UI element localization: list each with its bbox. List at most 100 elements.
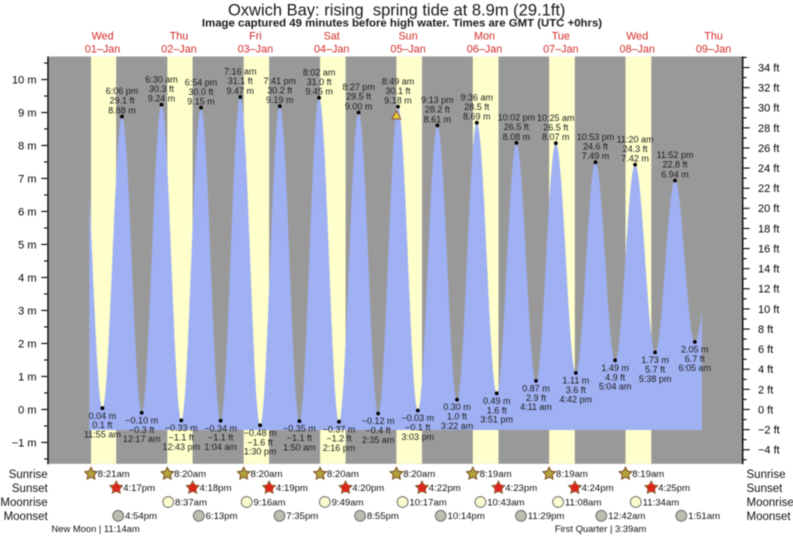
svg-text:20 ft: 20 ft (758, 203, 779, 215)
svg-text:−0.33 m: −0.33 m (165, 423, 198, 433)
svg-text:1:51am: 1:51am (688, 511, 720, 522)
svg-text:−0.34 m: −0.34 m (204, 423, 237, 433)
svg-text:Sun: Sun (398, 30, 417, 42)
svg-text:11:34am: 11:34am (643, 497, 680, 508)
svg-text:2 m: 2 m (18, 338, 36, 350)
svg-text:6.7 ft: 6.7 ft (685, 354, 706, 364)
svg-text:12:17 am: 12:17 am (123, 434, 161, 444)
svg-text:09–Jan: 09–Jan (696, 44, 731, 56)
svg-text:2 ft: 2 ft (758, 384, 773, 396)
svg-text:9:49am: 9:49am (332, 497, 364, 508)
svg-text:24.3 ft: 24.3 ft (623, 144, 649, 154)
svg-text:4:19pm: 4:19pm (276, 483, 308, 494)
svg-text:9.24 m: 9.24 m (148, 94, 176, 104)
svg-text:1.73 m: 1.73 m (641, 355, 669, 365)
svg-text:First Quarter | 3:39am: First Quarter | 3:39am (555, 523, 647, 534)
svg-text:3:51 pm: 3:51 pm (480, 415, 513, 425)
svg-text:24 ft: 24 ft (758, 163, 779, 175)
svg-text:2:35 am: 2:35 am (362, 435, 395, 445)
svg-text:Sunset: Sunset (747, 483, 784, 495)
svg-text:6.94 m: 6.94 m (661, 169, 689, 179)
svg-text:0.49 m: 0.49 m (483, 396, 511, 406)
svg-text:02–Jan: 02–Jan (161, 44, 196, 56)
svg-text:Sat: Sat (324, 30, 340, 42)
svg-text:8:20am: 8:20am (403, 469, 435, 480)
svg-text:2:16 pm: 2:16 pm (323, 443, 356, 453)
svg-text:05–Jan: 05–Jan (390, 44, 425, 56)
svg-text:Moonrise: Moonrise (747, 497, 793, 509)
svg-text:4:25pm: 4:25pm (658, 483, 690, 494)
svg-text:7 m: 7 m (18, 173, 36, 185)
svg-text:8:19am: 8:19am (632, 469, 664, 480)
svg-text:5:04 am: 5:04 am (599, 382, 632, 392)
svg-text:7.42 m: 7.42 m (621, 154, 649, 164)
svg-text:New Moon | 11:14am: New Moon | 11:14am (51, 523, 139, 534)
svg-text:6:13pm: 6:13pm (206, 511, 238, 522)
svg-text:18 ft: 18 ft (758, 223, 779, 235)
svg-text:4:24pm: 4:24pm (582, 483, 614, 494)
svg-text:26.5 ft: 26.5 ft (543, 122, 569, 132)
svg-text:Wed: Wed (92, 30, 114, 42)
svg-text:28.2 ft: 28.2 ft (425, 105, 451, 115)
svg-text:−0.35 m: −0.35 m (283, 424, 316, 434)
svg-text:30.1 ft: 30.1 ft (385, 86, 411, 96)
svg-text:10:43am: 10:43am (487, 497, 524, 508)
svg-text:0.1 ft: 0.1 ft (92, 420, 113, 430)
svg-text:0.87 m: 0.87 m (522, 383, 550, 393)
svg-text:9.47 m: 9.47 m (227, 86, 255, 96)
svg-text:9:16am: 9:16am (254, 497, 286, 508)
svg-text:26.5 ft: 26.5 ft (504, 122, 530, 132)
svg-text:1 m: 1 m (18, 371, 36, 383)
svg-text:−2 ft: −2 ft (758, 425, 780, 437)
svg-text:Sunrise: Sunrise (9, 469, 48, 481)
svg-text:1.49 m: 1.49 m (601, 363, 629, 373)
svg-text:8.69 m: 8.69 m (463, 112, 491, 122)
svg-text:5.7 ft: 5.7 ft (645, 364, 666, 374)
svg-text:4:17pm: 4:17pm (123, 483, 155, 494)
svg-text:2.05 m: 2.05 m (681, 345, 709, 355)
svg-text:9.18 m: 9.18 m (384, 96, 412, 106)
svg-text:2.9 ft: 2.9 ft (526, 393, 547, 403)
svg-text:29.1 ft: 29.1 ft (109, 96, 135, 106)
svg-text:10:14pm: 10:14pm (448, 511, 485, 522)
svg-text:4:23pm: 4:23pm (505, 483, 537, 494)
svg-text:8:20am: 8:20am (174, 469, 206, 480)
svg-text:5:38 pm: 5:38 pm (639, 374, 672, 384)
svg-text:3 m: 3 m (18, 305, 36, 317)
svg-text:8:02 am: 8:02 am (303, 67, 336, 77)
svg-text:6 ft: 6 ft (758, 344, 773, 356)
svg-text:11:52 pm: 11:52 pm (657, 150, 694, 160)
svg-text:8:20am: 8:20am (327, 469, 359, 480)
svg-text:−0.3 ft: −0.3 ft (129, 425, 155, 435)
svg-text:30.2 ft: 30.2 ft (267, 85, 293, 95)
svg-text:1:50 am: 1:50 am (283, 442, 316, 452)
svg-text:Image captured 49 minutes befo: Image captured 49 minutes before high wa… (202, 18, 602, 30)
svg-text:−1 m: −1 m (12, 437, 37, 449)
svg-text:30 ft: 30 ft (758, 103, 779, 115)
svg-text:9.00 m: 9.00 m (345, 101, 373, 111)
svg-text:1.0 ft: 1.0 ft (447, 412, 468, 422)
svg-text:7.49 m: 7.49 m (582, 151, 610, 161)
svg-text:Moonset: Moonset (4, 511, 49, 523)
svg-text:14 ft: 14 ft (758, 264, 779, 276)
svg-text:9 m: 9 m (18, 107, 36, 119)
svg-text:8:21am: 8:21am (98, 469, 130, 480)
svg-text:3.6 ft: 3.6 ft (566, 385, 587, 395)
svg-text:6:30 am: 6:30 am (145, 74, 178, 84)
svg-text:34 ft: 34 ft (758, 62, 779, 74)
svg-text:11:29pm: 11:29pm (528, 511, 565, 522)
svg-text:24.6 ft: 24.6 ft (583, 142, 609, 152)
svg-text:4:20pm: 4:20pm (352, 483, 384, 494)
svg-text:8.08 m: 8.08 m (503, 132, 531, 142)
svg-text:10:02 pm: 10:02 pm (498, 113, 536, 123)
svg-text:10:17am: 10:17am (409, 497, 446, 508)
svg-text:−0.1 ft: −0.1 ft (405, 423, 431, 433)
svg-text:7:41 pm: 7:41 pm (264, 76, 297, 86)
svg-text:07–Jan: 07–Jan (543, 44, 578, 56)
svg-text:−1.2 ft: −1.2 ft (326, 434, 352, 444)
svg-text:11:55 am: 11:55 am (84, 430, 121, 440)
svg-text:8.88 m: 8.88 m (108, 105, 136, 115)
svg-text:1.11 m: 1.11 m (562, 376, 589, 386)
svg-text:8.61 m: 8.61 m (424, 114, 452, 124)
svg-text:Mon: Mon (474, 30, 495, 42)
